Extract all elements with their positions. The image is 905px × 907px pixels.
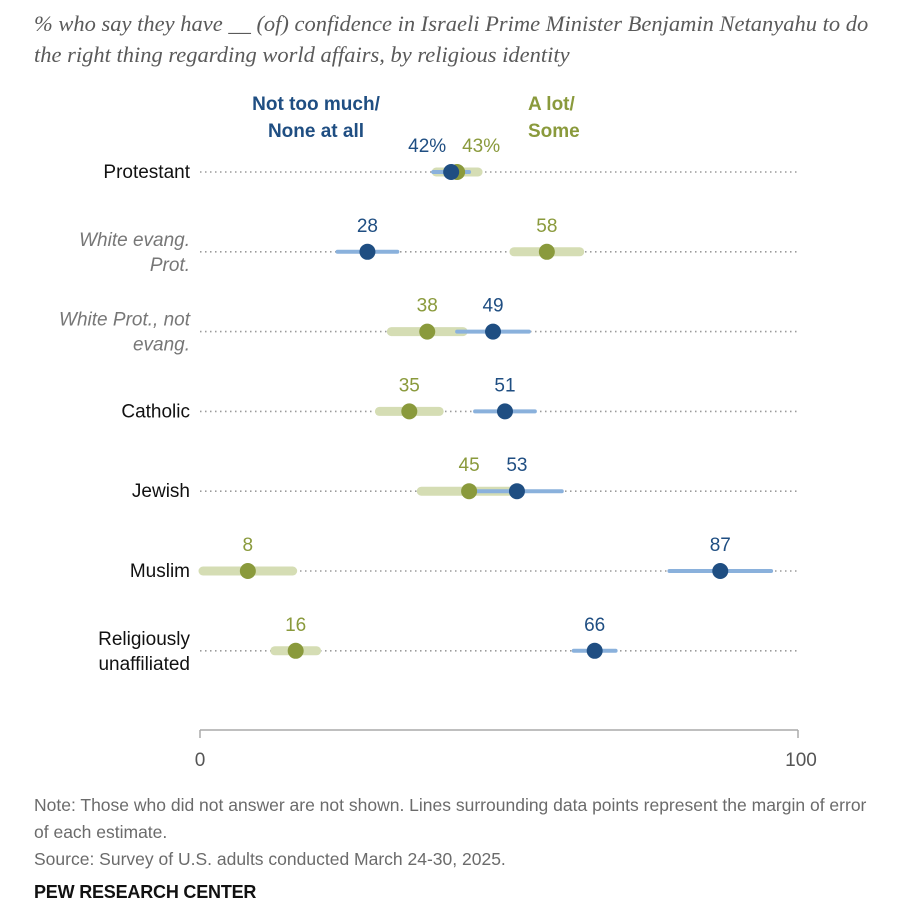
x-tick-label: 0 bbox=[195, 750, 206, 771]
data-label-not-much: 49 bbox=[482, 296, 503, 317]
data-label-not-much: 28 bbox=[357, 216, 378, 237]
chart-note: Note: Those who did not answer are not s… bbox=[34, 792, 884, 873]
category-label: Protestant bbox=[103, 162, 190, 183]
source-text: Source: Survey of U.S. adults conducted … bbox=[34, 849, 506, 869]
point-not-much bbox=[508, 483, 525, 500]
data-label-a-lot: 43% bbox=[462, 136, 500, 157]
legend-label-a-lot: Some bbox=[528, 121, 580, 142]
data-label-a-lot: 45 bbox=[459, 455, 480, 476]
category-label: Catholic bbox=[121, 401, 190, 422]
point-not-much bbox=[496, 403, 513, 420]
point-not-much bbox=[712, 563, 729, 579]
data-label-a-lot: 16 bbox=[285, 615, 306, 636]
data-label-not-much: 87 bbox=[710, 535, 731, 556]
point-a-lot bbox=[401, 403, 418, 420]
data-label-not-much: 42% bbox=[408, 136, 446, 157]
pew-logo-text: PEW RESEARCH CENTER bbox=[34, 882, 257, 902]
category-label: unaffiliated bbox=[98, 654, 190, 675]
note-text: Note: Those who did not answer are not s… bbox=[34, 795, 867, 842]
data-label-a-lot: 58 bbox=[536, 216, 557, 237]
category-label: Prot. bbox=[150, 255, 190, 276]
data-label-not-much: 51 bbox=[494, 375, 515, 396]
category-label: evang. bbox=[133, 335, 190, 356]
category-label: White evang. bbox=[79, 230, 190, 251]
legend-label-not-much: Not too much/ bbox=[252, 94, 380, 115]
point-not-much bbox=[359, 243, 376, 260]
category-label: Muslim bbox=[130, 561, 190, 582]
data-label-a-lot: 35 bbox=[399, 375, 420, 396]
point-not-much bbox=[485, 323, 502, 340]
dot-plot: Not too much/None at all A lot/Some Protes… bbox=[59, 94, 817, 771]
point-not-much bbox=[586, 642, 603, 659]
point-not-much bbox=[443, 164, 460, 180]
point-a-lot bbox=[538, 243, 555, 260]
category-label: White Prot., not bbox=[59, 310, 191, 331]
point-a-lot bbox=[239, 563, 256, 579]
legend-label-not-much: None at all bbox=[268, 121, 364, 142]
data-label-a-lot: 38 bbox=[417, 296, 438, 317]
data-label-not-much: 66 bbox=[584, 615, 605, 636]
point-a-lot bbox=[287, 642, 304, 659]
data-label-not-much: 53 bbox=[506, 455, 527, 476]
point-a-lot bbox=[419, 323, 436, 340]
legend-label-a-lot: A lot/ bbox=[528, 94, 576, 115]
category-label: Religiously bbox=[98, 629, 190, 650]
chart-title: % who say they have __ (of) confidence i… bbox=[34, 11, 869, 67]
point-a-lot bbox=[461, 483, 478, 500]
data-label-a-lot: 8 bbox=[243, 535, 254, 556]
x-tick-label: 100 bbox=[785, 750, 817, 771]
category-label: Jewish bbox=[132, 481, 190, 502]
